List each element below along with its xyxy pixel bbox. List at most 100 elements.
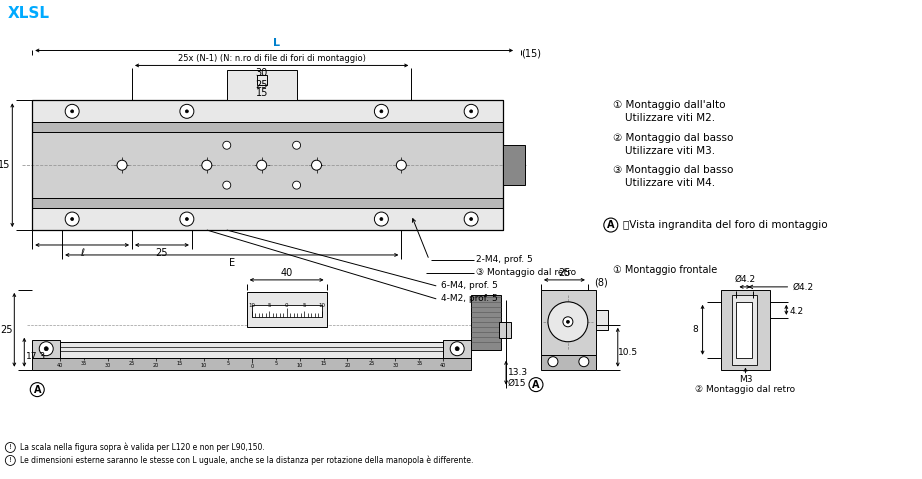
Circle shape <box>185 110 188 113</box>
Text: 30: 30 <box>255 68 267 79</box>
Text: 30: 30 <box>105 363 112 368</box>
Circle shape <box>292 141 301 149</box>
Text: 0: 0 <box>285 303 289 308</box>
Circle shape <box>71 110 74 113</box>
Circle shape <box>117 160 127 170</box>
Text: 25: 25 <box>129 361 136 366</box>
Circle shape <box>450 342 464 356</box>
Bar <box>732 295 757 365</box>
Bar <box>32 132 503 198</box>
Circle shape <box>380 110 383 113</box>
Circle shape <box>548 357 558 367</box>
Circle shape <box>469 217 473 220</box>
Text: 20: 20 <box>153 363 160 368</box>
Text: ① Montaggio dall'alto: ① Montaggio dall'alto <box>613 100 726 110</box>
Circle shape <box>180 212 194 226</box>
Circle shape <box>40 342 53 356</box>
Bar <box>443 340 471 358</box>
Bar <box>499 322 511 338</box>
Text: !: ! <box>9 457 12 464</box>
Text: 25: 25 <box>255 80 268 91</box>
Text: Ø4.2: Ø4.2 <box>735 274 756 284</box>
Circle shape <box>180 104 194 118</box>
Text: Ø15: Ø15 <box>508 379 526 388</box>
Bar <box>32 101 503 122</box>
Circle shape <box>223 141 230 149</box>
Text: 5: 5 <box>274 361 278 366</box>
Text: 10: 10 <box>318 303 325 308</box>
Text: ③ Montaggio dal retro: ③ Montaggio dal retro <box>476 268 576 277</box>
Text: 5: 5 <box>302 303 306 308</box>
Text: Ø4.2: Ø4.2 <box>792 283 813 291</box>
Text: 10.5: 10.5 <box>618 348 638 357</box>
Circle shape <box>380 217 383 220</box>
Bar <box>32 198 503 208</box>
Bar <box>541 290 596 355</box>
Text: 8: 8 <box>692 325 699 334</box>
Text: 25: 25 <box>558 268 571 278</box>
Bar <box>32 101 503 230</box>
Circle shape <box>579 357 589 367</box>
Circle shape <box>374 212 388 226</box>
Text: Utilizzare viti M3.: Utilizzare viti M3. <box>625 146 715 156</box>
Circle shape <box>566 320 570 323</box>
Circle shape <box>563 317 573 327</box>
Text: A: A <box>33 385 41 395</box>
Text: 0: 0 <box>250 364 254 369</box>
Circle shape <box>529 377 543 392</box>
Text: La scala nella figura sopra è valida per L120 e non per L90,150.: La scala nella figura sopra è valida per… <box>20 443 265 452</box>
Text: Utilizzare viti M4.: Utilizzare viti M4. <box>625 178 715 188</box>
Circle shape <box>65 212 79 226</box>
Text: 40: 40 <box>280 268 293 278</box>
Text: A: A <box>532 380 539 389</box>
Text: ③ Montaggio dal basso: ③ Montaggio dal basso <box>613 165 733 175</box>
Text: 13.3: 13.3 <box>508 368 528 377</box>
Bar <box>471 295 501 350</box>
Text: 40: 40 <box>440 363 446 368</box>
Text: (8): (8) <box>594 278 608 288</box>
Circle shape <box>223 181 230 189</box>
Circle shape <box>464 212 479 226</box>
Text: 35: 35 <box>81 361 88 366</box>
Text: 4.2: 4.2 <box>789 308 803 316</box>
Bar <box>541 355 596 370</box>
Circle shape <box>202 160 212 170</box>
Text: ① Montaggio frontale: ① Montaggio frontale <box>613 265 717 275</box>
Circle shape <box>65 104 79 118</box>
Text: 20: 20 <box>344 363 350 368</box>
Circle shape <box>455 347 459 351</box>
Bar <box>720 290 771 370</box>
Text: 5: 5 <box>226 361 230 366</box>
Circle shape <box>44 347 48 351</box>
Bar <box>252 305 322 317</box>
Text: 4-M2, prof. 5: 4-M2, prof. 5 <box>442 295 498 303</box>
Text: 5: 5 <box>267 303 271 308</box>
Bar <box>596 310 608 330</box>
Text: XLSL: XLSL <box>7 6 50 21</box>
Circle shape <box>469 110 473 113</box>
Text: Le dimensioni esterne saranno le stesse con L uguale, anche se la distanza per r: Le dimensioni esterne saranno le stesse … <box>20 456 474 465</box>
Text: 40: 40 <box>57 363 64 368</box>
Text: 35: 35 <box>416 361 422 366</box>
Text: 6-M4, prof. 5: 6-M4, prof. 5 <box>442 281 498 290</box>
Bar <box>247 292 326 327</box>
Text: 25: 25 <box>156 248 168 258</box>
Circle shape <box>396 160 407 170</box>
Text: !: ! <box>9 445 12 450</box>
Text: 17.3: 17.3 <box>26 352 46 361</box>
Circle shape <box>185 217 188 220</box>
Bar <box>256 75 266 85</box>
Text: ② Montaggio dal basso: ② Montaggio dal basso <box>613 133 733 143</box>
Text: 30: 30 <box>392 363 398 368</box>
Circle shape <box>30 383 44 397</box>
Circle shape <box>71 217 74 220</box>
Circle shape <box>6 456 16 466</box>
Text: 10: 10 <box>201 363 207 368</box>
Text: L: L <box>273 38 280 48</box>
Bar <box>60 342 443 358</box>
Text: 25x (N-1) (N: n.ro di file di fori di montaggio): 25x (N-1) (N: n.ro di file di fori di mo… <box>178 54 366 63</box>
Bar <box>503 145 525 185</box>
Text: ② Montaggio dal retro: ② Montaggio dal retro <box>695 385 796 394</box>
Bar <box>32 208 503 230</box>
Text: 15: 15 <box>321 361 326 366</box>
